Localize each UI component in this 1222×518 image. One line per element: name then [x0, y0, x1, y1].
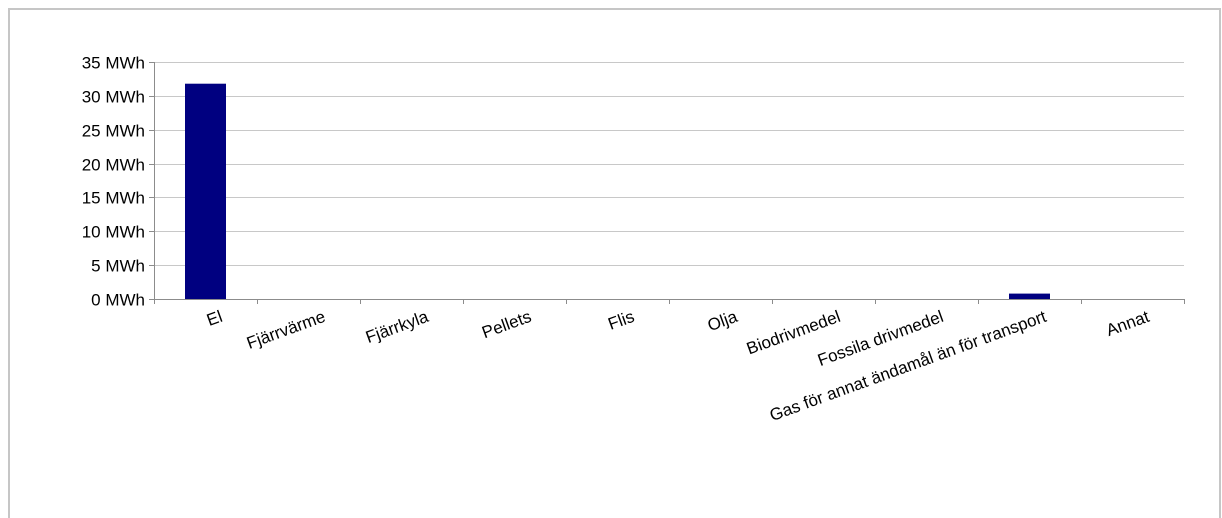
x-tick-label: Flis [606, 307, 637, 334]
bar [185, 83, 226, 299]
y-tick-label: 0 MWh [91, 291, 145, 310]
x-tick-label: Fjärrvärme [244, 307, 328, 353]
y-tick-label: 15 MWh [82, 189, 145, 208]
x-tick-label: Fjärrkyla [363, 307, 431, 347]
gridlines [154, 62, 1184, 266]
bars [185, 83, 1050, 299]
x-tick-label: Pellets [479, 307, 533, 342]
x-tick-label: Annat [1104, 307, 1153, 340]
y-tick-label: 10 MWh [82, 223, 145, 242]
y-tick-label: 20 MWh [82, 156, 145, 175]
x-tick-labels: El Fjärrvärme Fjärrkyla Pellets Flis Olja Biod… [204, 307, 1152, 425]
y-tick-label: 5 MWh [91, 257, 145, 276]
axes [149, 62, 1185, 304]
x-tick-label: Olja [705, 307, 740, 335]
y-tick-label: 30 MWh [82, 88, 145, 107]
y-tick-label: 35 MWh [82, 54, 145, 73]
y-tick-labels: 0 MWh 5 MWh 10 MWh 15 MWh 20 MWh 25 MWh 30 MWh… [82, 54, 145, 310]
bar [1009, 293, 1050, 299]
x-tick-label: El [204, 307, 225, 330]
y-tick-label: 25 MWh [82, 122, 145, 141]
